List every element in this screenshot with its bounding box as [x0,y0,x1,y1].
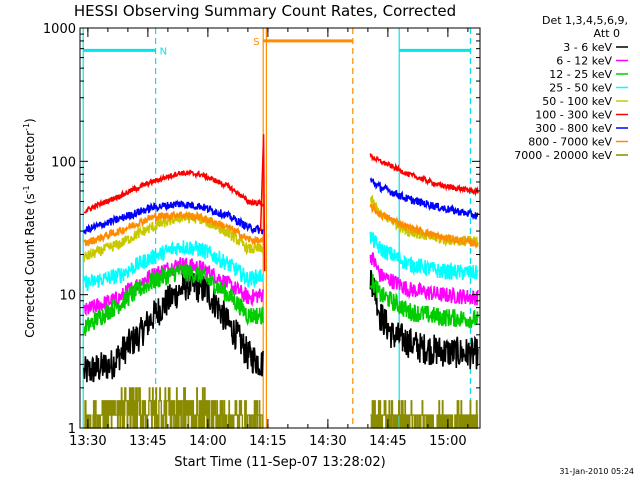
plot-area: NS [82,28,479,429]
y-tick-label: 1 [68,422,76,437]
legend-label: 100 - 300 keV [535,109,612,122]
band-label: N [160,46,167,57]
x-axis: 13:30 13:45 14:00 14:15 14:30 14:45 15:00 [69,28,469,449]
series-line [370,400,479,429]
series-line [369,153,479,197]
x-axis-label: Start Time (11-Sep-07 13:28:02) [174,455,385,470]
x-tick-label: 14:30 [309,434,346,449]
x-tick-label: 14:00 [189,434,226,449]
y-tick-label: 1000 [43,22,76,37]
series-line [369,269,479,370]
y-axis: 1 10 100 1000 [43,22,480,437]
band-label: S [253,37,259,48]
series-line [369,274,479,329]
legend-label: 6 - 12 keV [556,55,612,68]
series-line [369,203,479,249]
legend-label: 25 - 50 keV [549,82,612,95]
x-tick-label: 14:15 [249,434,286,449]
legend-label: 800 - 7000 keV [528,136,612,149]
y-tick-label: 100 [51,155,76,170]
y-axis-label: Corrected Count Rate (s-1 detector-1) [22,118,37,337]
series-line [369,231,479,281]
plot-frame [79,27,481,429]
legend-label: 12 - 25 keV [549,68,612,81]
legend-header-detectors: Det 1,3,4,5,6,9, [542,14,628,27]
legend-label: 3 - 6 keV [563,41,612,54]
legend-label: 50 - 100 keV [542,95,612,108]
legend-label: 7000 - 20000 keV [514,149,612,162]
x-tick-label: 15:00 [429,434,466,449]
plot-timestamp: 31-Jan-2010 05:24 [559,467,634,476]
x-tick-label: 14:45 [369,434,406,449]
flare-spike [259,134,266,272]
series-line [83,263,264,337]
y-tick-label: 10 [59,289,76,304]
legend-label: 300 - 800 keV [535,122,612,135]
series-line [83,169,264,214]
legend-header-attenuator: Att 0 [594,27,620,40]
chart-title: HESSI Observing Summary Count Rates, Cor… [74,2,456,20]
series-line [83,240,264,292]
series-line [369,177,479,221]
series-line [369,252,479,306]
series-line [84,387,263,429]
x-tick-label: 13:30 [69,434,106,449]
series-line [83,268,264,383]
series-line [83,199,264,235]
series-line [83,210,264,247]
x-tick-label: 13:45 [129,434,166,449]
